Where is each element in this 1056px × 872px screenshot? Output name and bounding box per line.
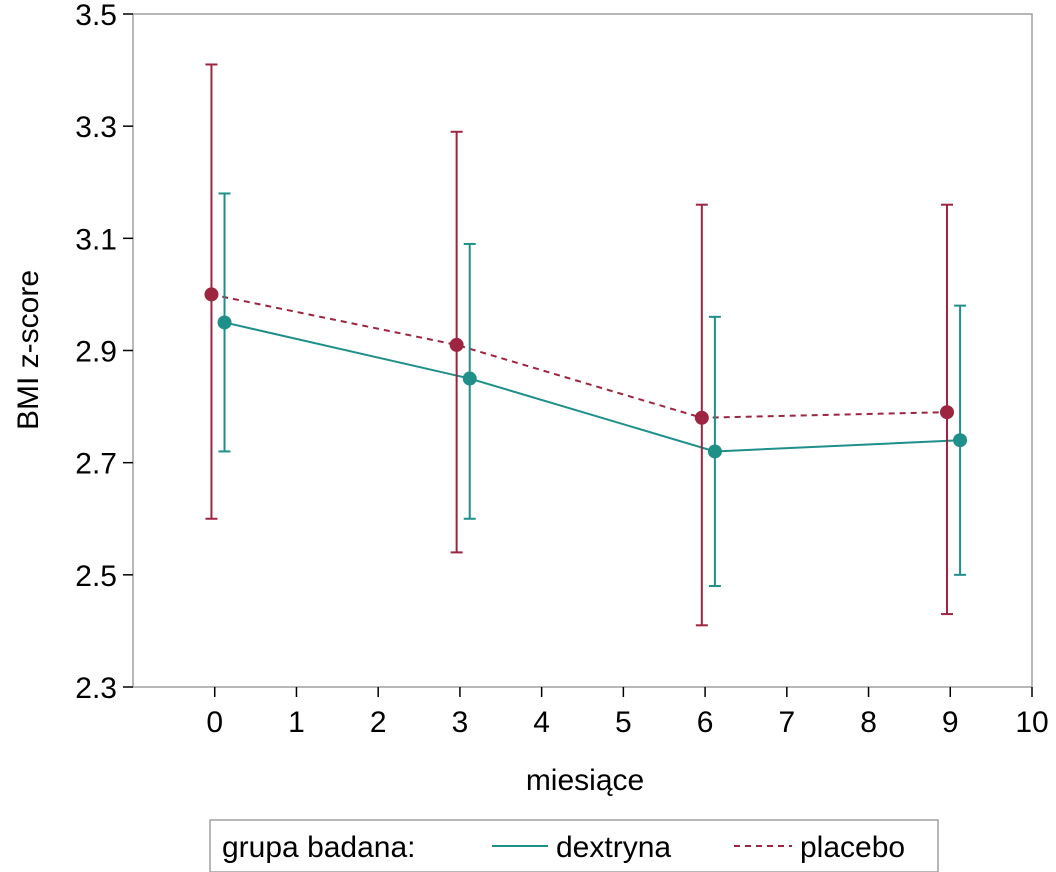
data-point-placebo: [449, 337, 464, 352]
data-point-dextryna: [953, 433, 968, 448]
series-line-placebo: [211, 293, 948, 419]
x-tick-label: 2: [370, 706, 387, 739]
x-tick-label: 8: [860, 706, 877, 739]
series-line-dextryna: [224, 321, 961, 453]
y-tick-label: 2.3: [75, 672, 117, 705]
y-tick-label: 2.7: [75, 448, 117, 481]
x-tick-label: 5: [615, 706, 632, 739]
y-tick-label: 3.3: [75, 111, 117, 144]
y-tick-label: 3.1: [75, 223, 117, 256]
x-axis-label: miesiące: [526, 764, 644, 797]
plot-area: [132, 13, 1033, 688]
x-tick-label: 7: [778, 706, 795, 739]
y-tick-label: 2.9: [75, 336, 117, 369]
x-tick-label: 10: [1015, 706, 1048, 739]
data-point-placebo: [694, 410, 709, 425]
data-point-placebo: [940, 405, 955, 420]
data-point-placebo: [204, 287, 219, 302]
x-tick-label: 9: [942, 706, 959, 739]
legend-label-dextryna: dextryna: [556, 831, 671, 864]
y-tick-label: 3.5: [75, 0, 117, 32]
x-tick-label: 1: [288, 706, 305, 739]
y-axis-label: BMI z-score: [12, 270, 45, 430]
x-tick-label: 4: [533, 706, 550, 739]
data-point-dextryna: [707, 444, 722, 459]
x-tick-label: 0: [206, 706, 223, 739]
legend-title: grupa badana:: [222, 831, 416, 864]
data-point-dextryna: [217, 315, 232, 330]
legend-frame: [209, 819, 939, 872]
y-tick-label: 2.5: [75, 560, 117, 593]
data-point-dextryna: [462, 371, 477, 386]
x-tick-label: 3: [452, 706, 469, 739]
x-tick-label: 6: [697, 706, 714, 739]
legend: grupa badana: dextryna placebo: [209, 819, 939, 872]
legend-label-placebo: placebo: [800, 831, 905, 864]
